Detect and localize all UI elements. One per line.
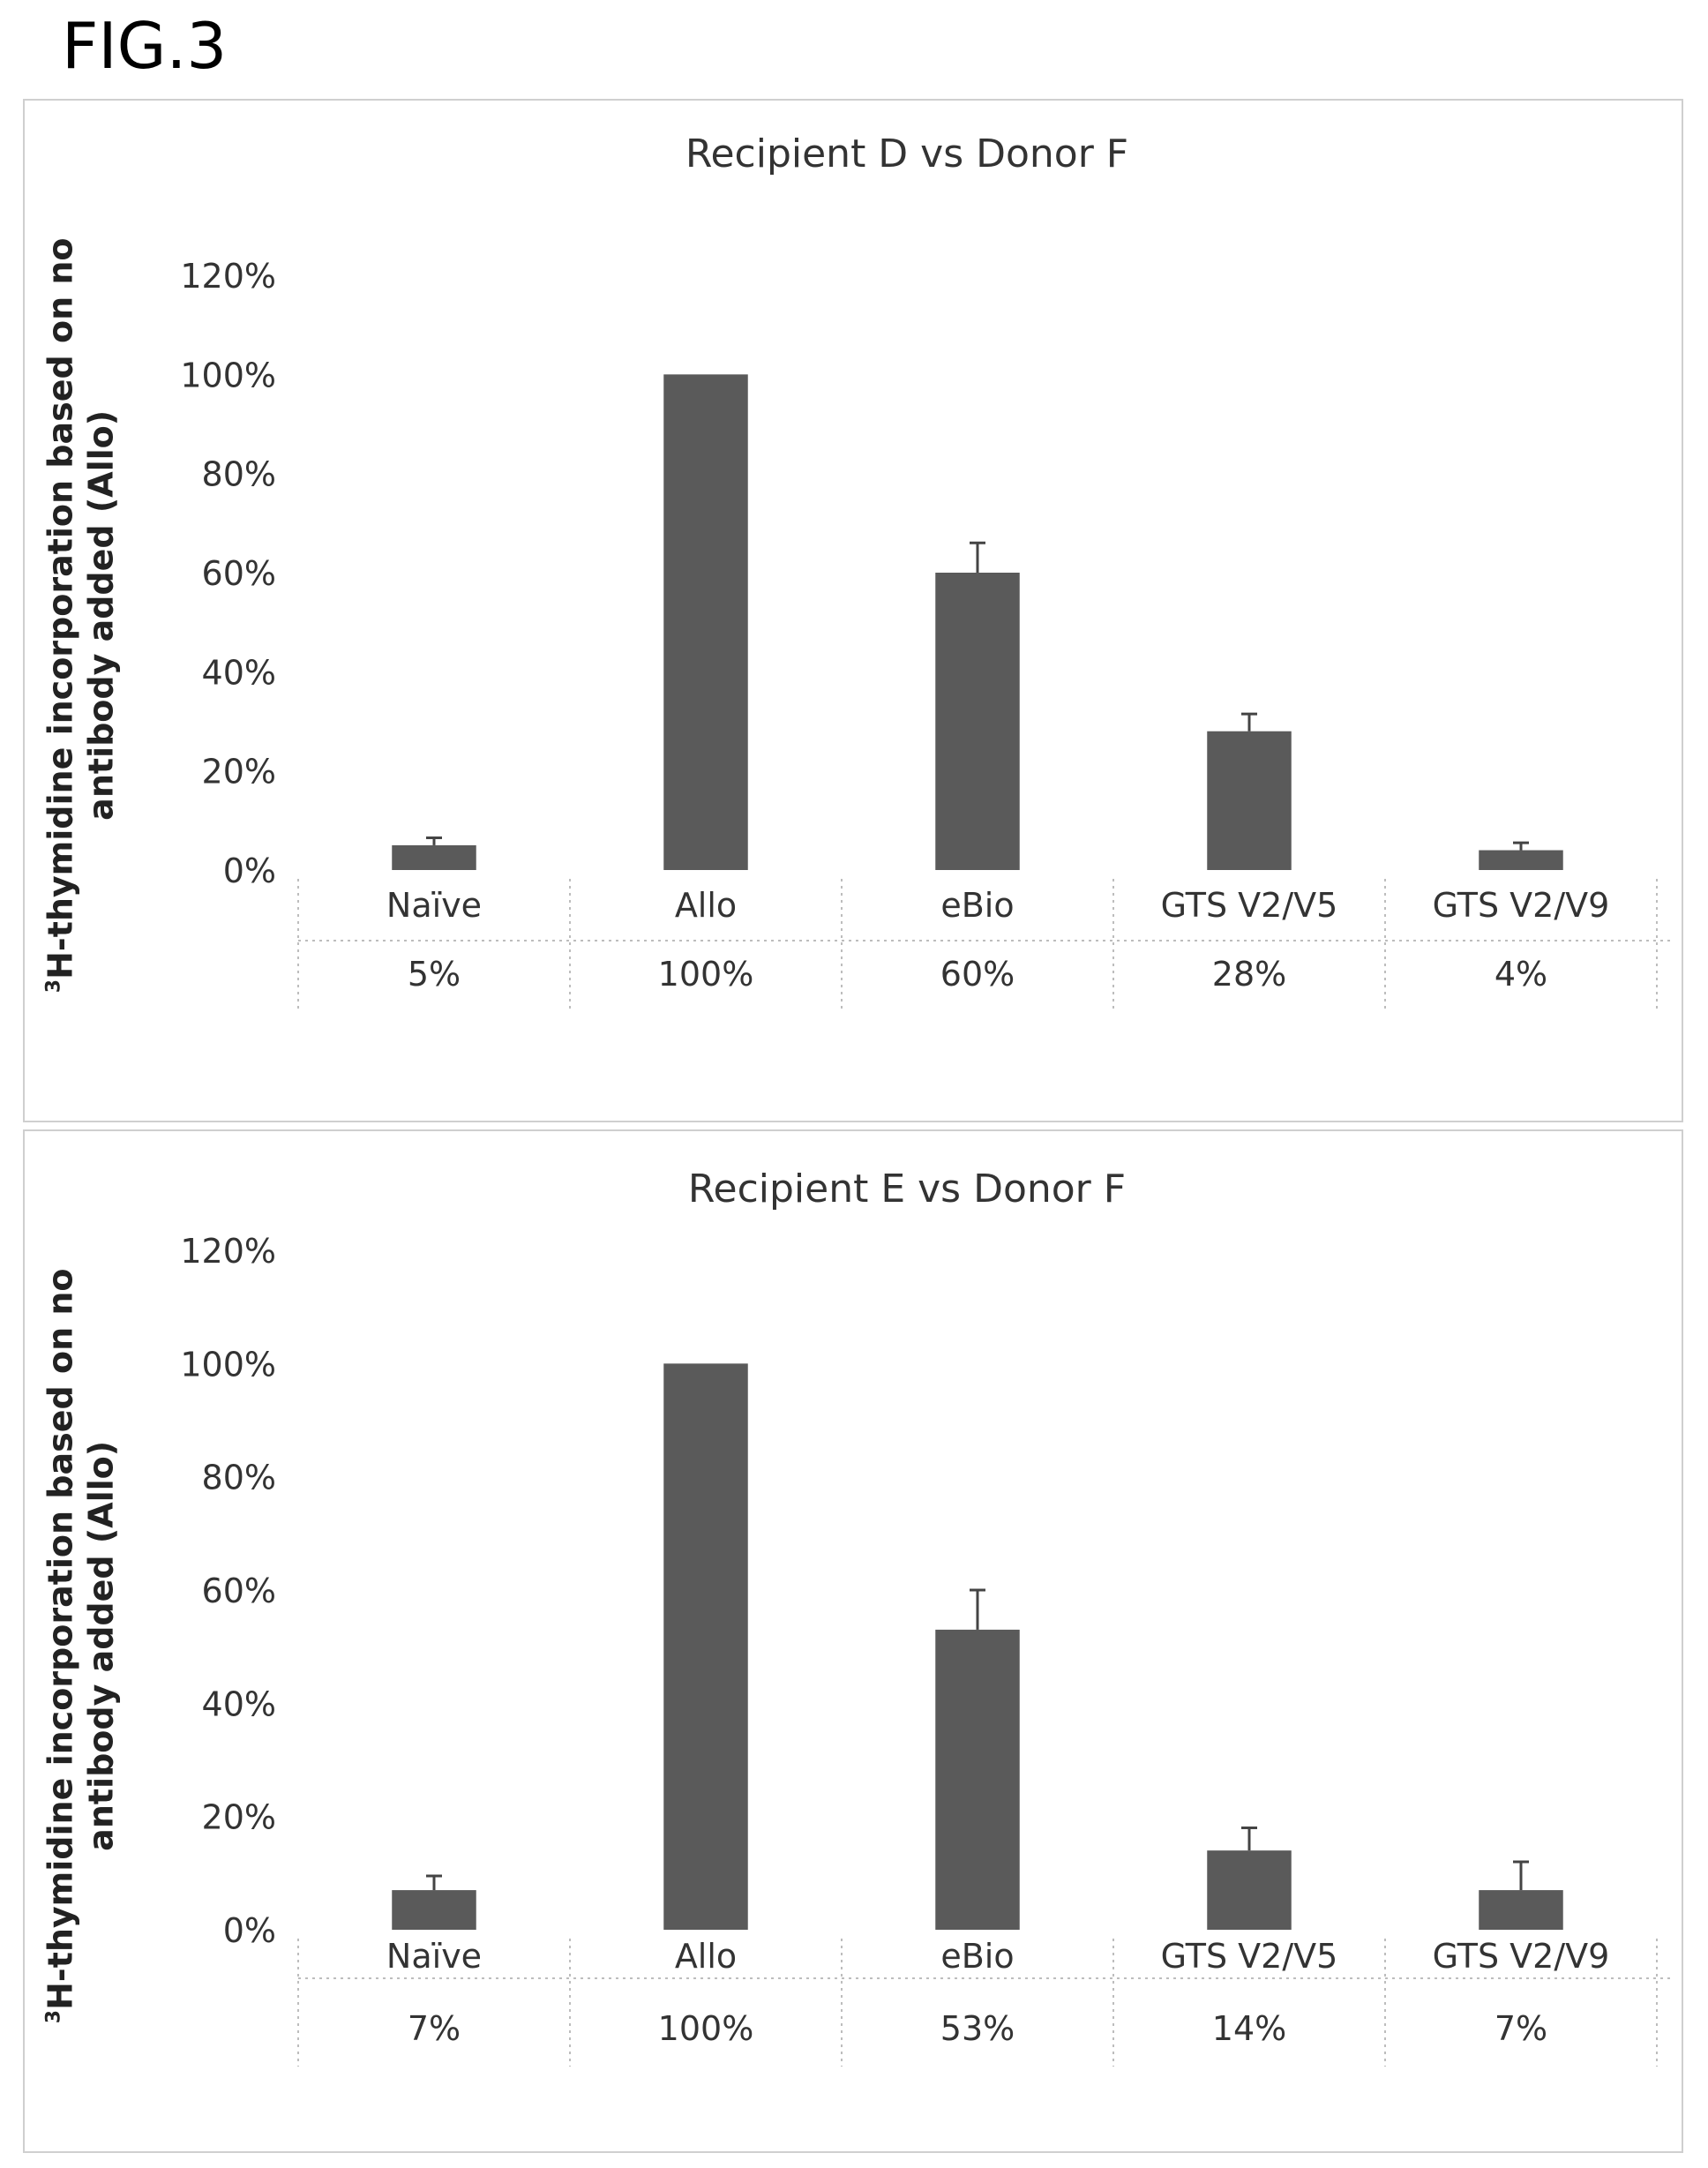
category-label: Naïve [386, 886, 482, 925]
y-tick-label: 0% [223, 851, 276, 890]
category-label: GTS V2/V5 [1161, 1937, 1338, 1976]
bar [663, 1363, 748, 1930]
bar [392, 844, 476, 870]
category-label: GTS V2/V9 [1433, 1937, 1610, 1976]
bar [1207, 731, 1292, 870]
y-tick-label: 80% [202, 455, 276, 494]
figure-label: FIG.3 [62, 9, 228, 83]
bar [1479, 850, 1563, 870]
y-tick-label: 40% [202, 1684, 276, 1723]
bar [663, 374, 748, 870]
data-table-value: 100% [658, 2009, 754, 2048]
data-table-value: 7% [1494, 2009, 1547, 2048]
category-label: Allo [675, 886, 737, 925]
y-tick-label: 100% [180, 1345, 276, 1384]
bar-chart-2: Recipient E vs Donor F 0% 20% 40% 60% 80% 100%… [180, 1167, 1674, 2067]
category-label: GTS V2/V9 [1433, 886, 1610, 925]
bar [935, 573, 1020, 870]
bar [392, 1890, 476, 1930]
y-tick-label: 20% [202, 1798, 276, 1837]
y-tick-label: 60% [202, 554, 276, 593]
category-label: Naïve [386, 1937, 482, 1976]
chart-panel-2: 3H-thymidine incorporation based on no a… [23, 1129, 1683, 2153]
category-label: Allo [675, 1937, 737, 1976]
data-table-value: 7% [408, 2009, 461, 2048]
category-label: eBio [940, 886, 1014, 925]
y-tick-label: 80% [202, 1459, 276, 1497]
y-tick-label: 40% [202, 653, 276, 692]
chart-title: Recipient E vs Donor F [688, 1167, 1126, 1212]
bar [1479, 1890, 1563, 1930]
data-table-value: 14% [1212, 2009, 1286, 2048]
data-table-value: 28% [1212, 955, 1286, 994]
category-label: eBio [940, 1937, 1014, 1976]
bar-chart-1: Recipient D vs Donor F 0% 20% 40% 60% 80% 100%… [180, 131, 1674, 1012]
chart-panel-1: 3H-thymidine incorporation based on no a… [23, 99, 1683, 1122]
category-label: GTS V2/V5 [1161, 886, 1338, 925]
data-table-value: 5% [408, 955, 461, 994]
y-tick-label: 0% [223, 1911, 276, 1950]
y-tick-label: 120% [180, 1232, 276, 1271]
y-tick-label: 100% [180, 356, 276, 394]
y-tick-label: 120% [180, 257, 276, 296]
chart-title: Recipient D vs Donor F [685, 131, 1128, 176]
data-table-value: 53% [940, 2009, 1015, 2048]
data-table-value: 4% [1494, 955, 1547, 994]
y-tick-label: 60% [202, 1572, 276, 1610]
data-table-value: 100% [658, 955, 754, 994]
bar [1207, 1850, 1292, 1930]
y-tick-label: 20% [202, 753, 276, 791]
data-table-value: 60% [940, 955, 1015, 994]
bar [935, 1629, 1020, 1930]
